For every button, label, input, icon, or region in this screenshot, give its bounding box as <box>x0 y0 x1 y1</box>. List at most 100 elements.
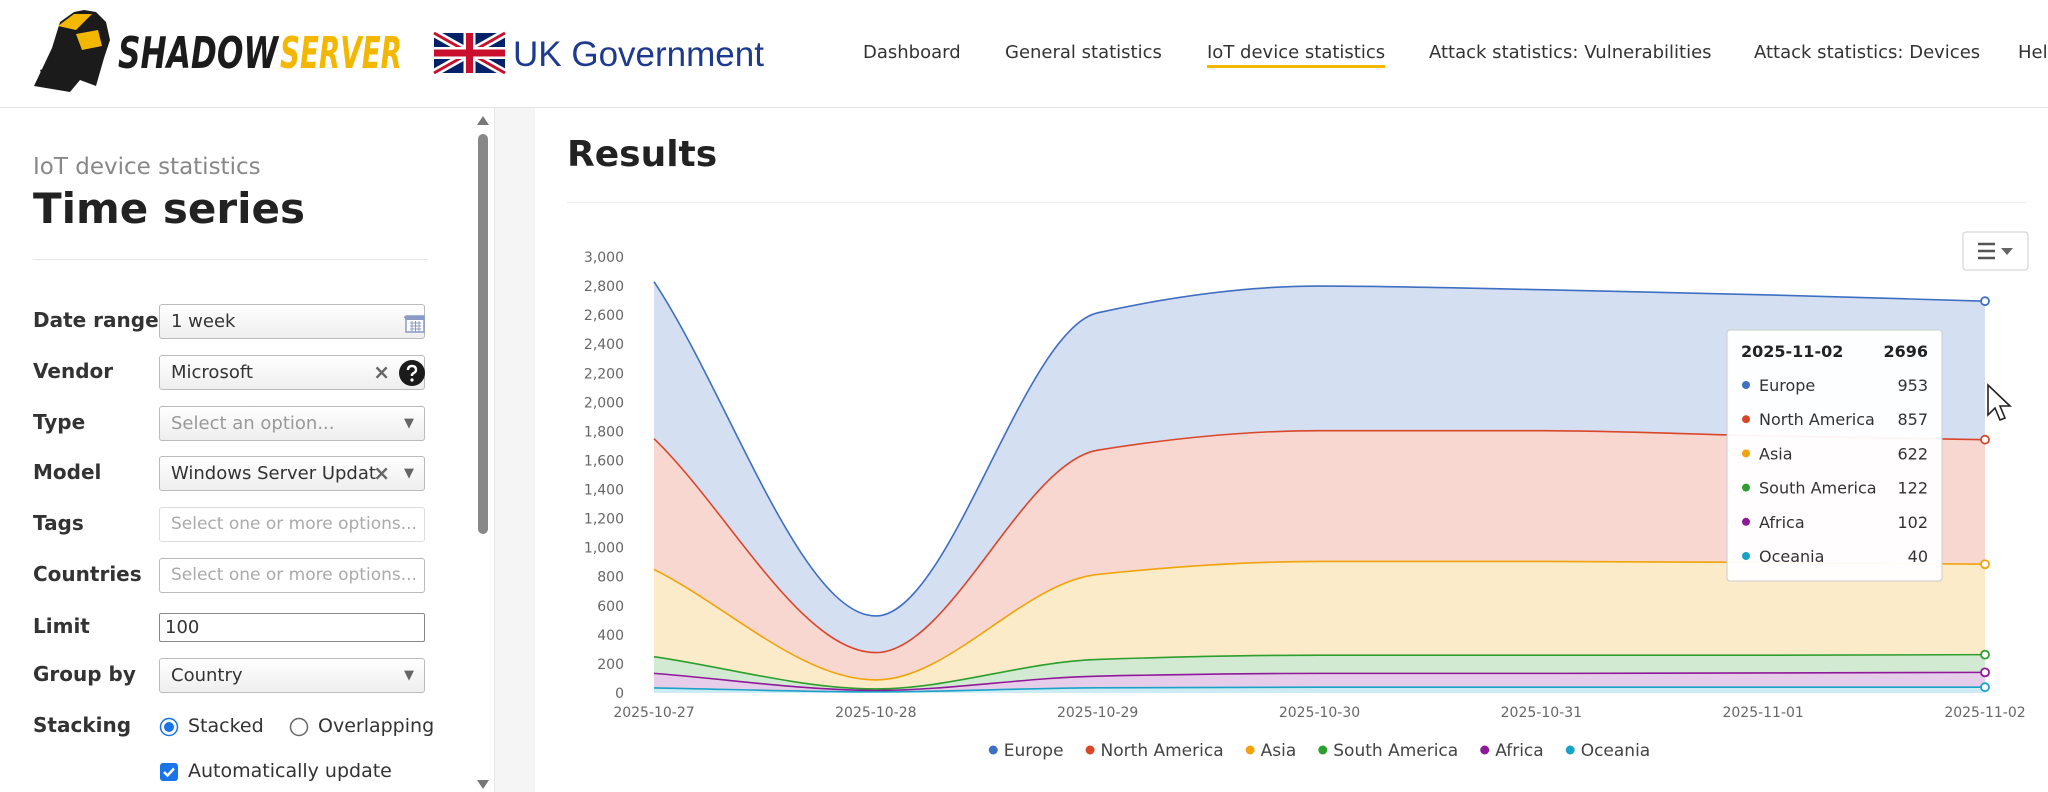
tooltip-name: Oceania <box>1759 547 1824 566</box>
select-placeholder: Select one or more options... <box>171 514 417 534</box>
partner-name: UK Government <box>513 35 764 74</box>
x-tick-label: 2025-10-27 <box>613 705 694 721</box>
tooltip-name: Asia <box>1759 444 1793 463</box>
hover-point <box>1980 682 1990 693</box>
select[interactable]: Country ▼ <box>159 658 425 693</box>
legend-label: Oceania <box>1581 741 1651 761</box>
legend-marker <box>1565 745 1575 755</box>
y-tick-label: 200 <box>597 657 624 673</box>
multiselect[interactable]: Select one or more options... <box>159 507 425 542</box>
select[interactable]: 1 week▼ <box>159 304 425 339</box>
tooltip-marker <box>1742 483 1750 492</box>
select-placeholder: Select an option... <box>171 413 335 434</box>
select-value: Country <box>171 665 243 686</box>
dropdown-arrow: ▼ <box>404 466 414 481</box>
x-tick-label: 2025-10-31 <box>1501 705 1582 721</box>
select[interactable]: Microsoft×▼ <box>159 355 425 390</box>
y-tick-label: 1,000 <box>584 541 624 557</box>
field-label: Type <box>33 410 86 434</box>
legend-marker <box>1480 745 1490 755</box>
tooltip-value: 857 <box>1897 410 1928 429</box>
area-line <box>653 653 1986 690</box>
nav-link[interactable]: Attack statistics: Vulnerabilities <box>1429 42 1712 63</box>
tooltip: 2025-11-02 2696 Europe 953 North America 857 A… <box>1726 329 1943 582</box>
nav-link[interactable]: General statistics <box>1005 42 1162 63</box>
legend: Europe North America Asia South America Afri… <box>988 741 1651 761</box>
radio-checked[interactable] <box>159 717 179 737</box>
nav-link[interactable]: IoT device statistics <box>1207 42 1386 68</box>
legend-marker <box>1245 745 1255 755</box>
multiselect[interactable]: Select one or more options... <box>159 558 425 593</box>
field-label: Tags <box>33 511 84 535</box>
tooltip-value: 40 <box>1908 547 1928 566</box>
field-label: Stacking <box>33 713 132 737</box>
calendar-icon[interactable] <box>404 312 426 334</box>
select-value: Microsoft <box>171 362 253 383</box>
area-fill <box>654 281 1985 653</box>
nav-link[interactable]: Attack statistics: Devices <box>1754 42 1981 63</box>
y-tick-label: 1,800 <box>584 424 624 440</box>
scrollbar[interactable] <box>474 112 492 792</box>
x-tick-label: 2025-11-01 <box>1722 705 1803 721</box>
tooltip-box <box>1726 329 1943 582</box>
logo-server: SERVER <box>280 28 402 79</box>
x-tick-label: 2025-11-02 <box>1944 705 2025 721</box>
separator <box>33 259 428 260</box>
tooltip-marker <box>1742 552 1750 560</box>
tooltip-marker <box>1742 381 1750 389</box>
select-placeholder: Select one or more options... <box>171 565 417 585</box>
tooltip-value: 622 <box>1897 444 1928 463</box>
y-tick-label: 2,800 <box>584 279 624 295</box>
nav-link[interactable]: Hel <box>2018 42 2048 63</box>
tooltip-total: 2696 <box>1883 342 1928 361</box>
area-line <box>653 281 1986 617</box>
y-tick-label: 0 <box>615 686 624 702</box>
x-tick-label: 2025-10-30 <box>1279 705 1360 721</box>
radio[interactable] <box>289 717 309 737</box>
clear-button[interactable]: × <box>373 461 390 485</box>
tooltip-name: Europe <box>1759 376 1815 395</box>
help-icon[interactable] <box>398 359 426 387</box>
y-tick-label: 1,400 <box>584 483 624 499</box>
tooltip-marker <box>1742 449 1750 458</box>
nav-link[interactable]: Dashboard <box>863 42 961 63</box>
legend-label: Asia <box>1261 741 1297 761</box>
select[interactable]: Windows Server Updat × ▼ <box>159 456 425 491</box>
scroll-thumb[interactable] <box>478 134 488 534</box>
tooltip-value: 953 <box>1897 376 1928 395</box>
legend-marker <box>1085 745 1095 755</box>
area-fill <box>654 561 1985 689</box>
y-tick-label: 1,200 <box>584 512 624 528</box>
area-line <box>653 671 1986 692</box>
logo[interactable]: SHADOW SERVER UK Government <box>0 0 790 107</box>
area-fill <box>654 430 1985 680</box>
uk-flag <box>432 29 507 77</box>
checkbox-checked[interactable] <box>159 762 179 782</box>
legend-marker <box>1318 745 1328 755</box>
field-label: Limit <box>33 614 90 638</box>
field-label: Date range <box>33 308 159 332</box>
sidebar-subtitle: IoT device statistics <box>33 154 261 180</box>
field-label: Countries <box>33 562 142 586</box>
chart-menu-button[interactable] <box>1962 231 2029 271</box>
select-value: 1 week <box>171 311 236 332</box>
legend-label: Africa <box>1495 741 1544 761</box>
clear-button[interactable]: × <box>373 360 390 384</box>
radio-label: Stacked <box>188 715 264 737</box>
field-label: Group by <box>33 662 136 686</box>
tooltip-marker <box>1742 517 1750 526</box>
x-tick-label: 2025-10-29 <box>1057 705 1138 721</box>
input-value: 100 <box>165 617 200 638</box>
tooltip-date: 2025-11-02 <box>1741 342 1843 361</box>
legend-label: South America <box>1333 741 1458 761</box>
sidebar-gutter <box>495 108 535 792</box>
y-tick-label: 600 <box>597 599 624 615</box>
results-title: Results <box>567 134 718 175</box>
y-tick-label: 2,200 <box>584 366 624 382</box>
legend-marker <box>988 745 998 755</box>
text-input[interactable]: 100 <box>159 613 425 642</box>
select[interactable]: Select an option... ▼ <box>159 406 425 441</box>
tooltip-name: North America <box>1759 410 1875 429</box>
hover-point <box>1980 296 1990 307</box>
